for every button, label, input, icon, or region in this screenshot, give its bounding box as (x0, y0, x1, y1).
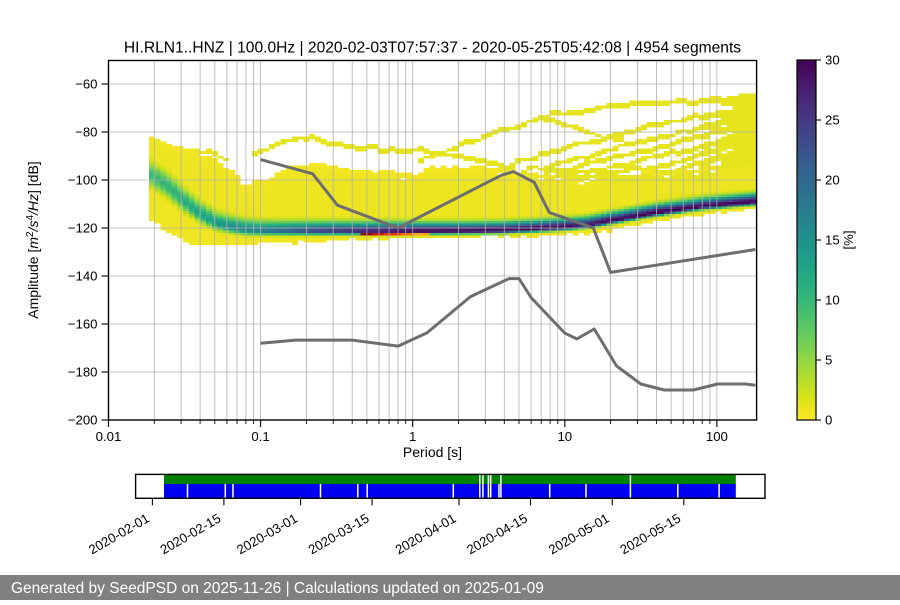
svg-text:15: 15 (825, 233, 840, 248)
svg-text:Generated by SeedPSD on 2025-1: Generated by SeedPSD on 2025-11-26 | Cal… (11, 580, 544, 597)
svg-text:−120: −120 (68, 221, 98, 236)
svg-text:10: 10 (557, 429, 572, 444)
svg-text:Amplitude [m2/s4/Hz] [dB]: Amplitude [m2/s4/Hz] [dB] (25, 161, 41, 318)
svg-text:−100: −100 (68, 173, 98, 188)
svg-text:100: 100 (706, 429, 728, 444)
svg-text:1: 1 (409, 429, 416, 444)
svg-text:30: 30 (825, 53, 840, 68)
svg-text:0.01: 0.01 (96, 429, 122, 444)
svg-text:−80: −80 (75, 125, 97, 140)
svg-text:−140: −140 (68, 269, 98, 284)
svg-text:Period [s]: Period [s] (403, 444, 462, 460)
svg-text:0: 0 (825, 413, 832, 428)
svg-text:25: 25 (825, 113, 840, 128)
svg-text:20: 20 (825, 173, 840, 188)
svg-text:0.1: 0.1 (251, 429, 269, 444)
svg-text:10: 10 (825, 293, 840, 308)
svg-text:−180: −180 (68, 365, 98, 380)
svg-text:HI.RLN1..HNZ | 100.0Hz | 2020-: HI.RLN1..HNZ | 100.0Hz | 2020-02-03T07:5… (124, 40, 741, 57)
svg-text:−160: −160 (68, 317, 98, 332)
svg-text:5: 5 (825, 353, 832, 368)
svg-text:−60: −60 (75, 77, 97, 92)
svg-text:[%]: [%] (841, 230, 856, 249)
svg-text:−200: −200 (68, 413, 98, 428)
